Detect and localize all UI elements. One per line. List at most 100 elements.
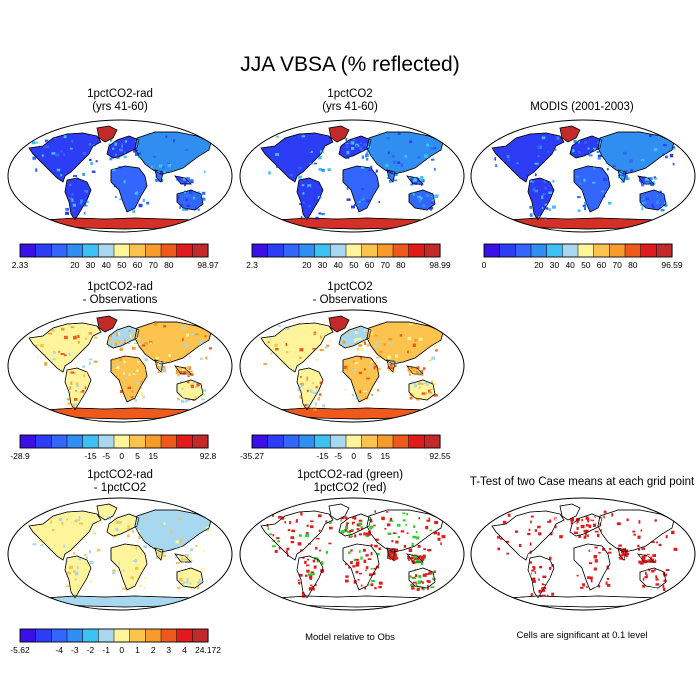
compare-note: Model relative to Obs xyxy=(305,632,395,643)
panel-7-title-line2: 1pctCO2 (red) xyxy=(313,482,387,494)
colorbar-box xyxy=(66,628,84,643)
colorbar-box xyxy=(145,628,162,643)
colorbar-box xyxy=(51,243,68,258)
panel-7-title: 1pctCO2-rad (green) 1pctCO2 (red) xyxy=(234,469,466,495)
colorbar-box xyxy=(19,243,37,258)
colorbar-box xyxy=(98,434,115,449)
colorbar-tick-label: 60 xyxy=(365,260,375,270)
colorbar-box xyxy=(66,434,84,449)
colorbar-box xyxy=(129,434,146,449)
colorbar-tick-label: -5 xyxy=(334,451,342,461)
colorbar-box xyxy=(267,243,284,258)
colorbar-tick-label: 0 xyxy=(351,451,356,461)
colorbar-tick-label: 1 xyxy=(135,645,140,655)
colorbar-box xyxy=(35,434,52,449)
colorbar-box xyxy=(129,243,146,258)
panel-7-title-line1: 1pctCO2-rad (green) xyxy=(296,469,404,481)
colorbar-tick-label: 15 xyxy=(148,451,158,461)
colorbar-box xyxy=(176,628,193,643)
panel-2-title-line1: 1pctCO2 xyxy=(327,88,373,100)
colorbar-box xyxy=(298,434,316,449)
colorbar-box xyxy=(314,434,331,449)
colorbar-box xyxy=(35,243,52,258)
map-panel-3 xyxy=(470,119,696,233)
colorbar-box xyxy=(361,243,378,258)
colorbar-tick-label: 50 xyxy=(117,260,127,270)
colorbar-tick-label: 0 xyxy=(482,260,487,270)
panel-5-title: 1pctCO2 - Observations xyxy=(234,281,466,307)
colorbar-tick-label: 50 xyxy=(581,260,591,270)
colorbar-tick-label: -28.9 xyxy=(10,451,30,461)
colorbar-box xyxy=(656,243,673,258)
colorbar-tick-label: -3 xyxy=(71,645,79,655)
land-antarctica xyxy=(506,217,659,230)
colorbar-tick-label: -5 xyxy=(102,451,110,461)
colorbar-box xyxy=(145,434,162,449)
panel-6-title-line1: 1pctCO2-rad xyxy=(87,469,153,481)
colorbar-box xyxy=(51,434,68,449)
colorbar-tick-label: 40 xyxy=(565,260,575,270)
colorbar-tick-label: 96.59 xyxy=(661,260,683,270)
colorbar-box xyxy=(408,243,425,258)
colorbar-box xyxy=(392,434,410,449)
colorbar-box xyxy=(251,434,269,449)
panel-6-title-line2: - 1pctCO2 xyxy=(93,482,147,494)
colorbar-box xyxy=(546,243,563,258)
map-panel-2 xyxy=(239,119,465,233)
colorbar-box xyxy=(113,628,131,643)
colorbar-tick-label: 98.99 xyxy=(429,260,451,270)
land-antarctica xyxy=(43,595,196,608)
colorbar-box xyxy=(82,243,99,258)
colorbar-box xyxy=(192,243,209,258)
colorbar-box xyxy=(82,434,99,449)
colorbar-box xyxy=(176,243,193,258)
map-panel-5 xyxy=(239,309,465,423)
colorbar-box xyxy=(593,243,610,258)
colorbar-box xyxy=(392,243,410,258)
colorbar-tick-label: 70 xyxy=(380,260,390,270)
colorbar-tick-label: 60 xyxy=(133,260,143,270)
colorbar-box xyxy=(113,434,131,449)
map-panel-7 xyxy=(239,497,465,611)
colorbar-tick-label: 70 xyxy=(148,260,158,270)
colorbar-box xyxy=(377,434,394,449)
colorbar-tick-label: 80 xyxy=(628,260,638,270)
colorbar-box xyxy=(330,243,347,258)
colorbar-box xyxy=(35,628,52,643)
map-panel-4 xyxy=(7,309,233,423)
colorbar-tick-label: -1 xyxy=(102,645,110,655)
colorbar-panel-3: 0 20 30 40 50 60 70 80 96.59 xyxy=(482,243,683,270)
colorbar-tick-label: 40 xyxy=(333,260,343,270)
colorbar-box xyxy=(345,434,363,449)
colorbar-tick-label: 5 xyxy=(367,451,372,461)
panel-3-title-line1: MODIS (2001-2003) xyxy=(530,101,634,113)
panel-4-title-line1: 1pctCO2-rad xyxy=(87,281,153,293)
colorbar-box xyxy=(82,628,99,643)
colorbar-tick-label: 50 xyxy=(349,260,359,270)
colorbar-box xyxy=(424,243,441,258)
land-antarctica xyxy=(275,407,428,420)
colorbar-box xyxy=(145,243,162,258)
land-antarctica xyxy=(275,217,428,230)
colorbar-tick-label: 92.55 xyxy=(429,451,451,461)
colorbar-panel-4: -28.9 -15 -5 0 5 15 92.8 xyxy=(10,434,217,461)
colorbar-tick-label: 60 xyxy=(597,260,607,270)
colorbar-box xyxy=(19,628,37,643)
colorbar-tick-label: 20 xyxy=(70,260,80,270)
colorbar-box xyxy=(640,243,657,258)
map-panel-8 xyxy=(470,497,696,611)
colorbar-box xyxy=(408,434,425,449)
colorbar-box xyxy=(577,243,595,258)
panel-3-title: MODIS (2001-2003) xyxy=(466,101,698,114)
panel-4-title-line2: - Observations xyxy=(82,294,158,306)
colorbar-tick-label: 0 xyxy=(119,451,124,461)
colorbar-box xyxy=(192,434,209,449)
colorbar-box xyxy=(176,434,193,449)
colorbar-box xyxy=(499,243,516,258)
panel-5-title-line2: - Observations xyxy=(312,294,388,306)
colorbar-box xyxy=(98,628,115,643)
colorbar-box xyxy=(267,434,284,449)
colorbar-tick-label: 2 xyxy=(151,645,156,655)
panel-2-title: 1pctCO2 (yrs 41-60) xyxy=(234,88,466,114)
map-panel-1 xyxy=(7,119,233,233)
